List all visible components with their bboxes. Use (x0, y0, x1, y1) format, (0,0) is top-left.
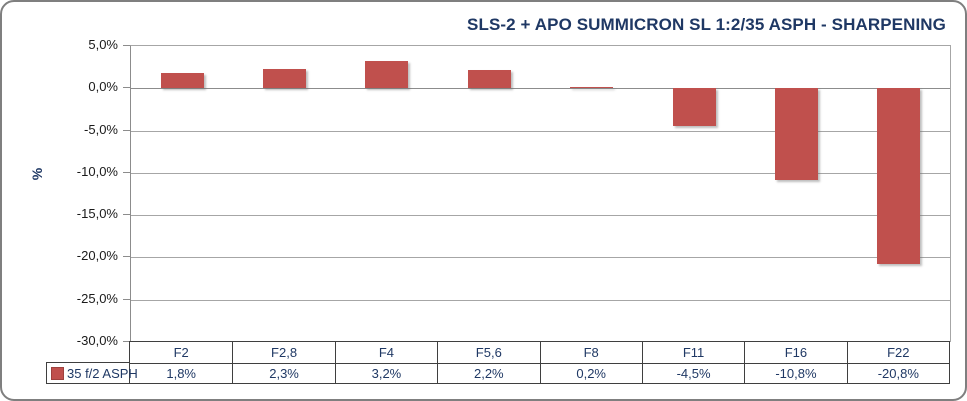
gridline (131, 257, 950, 258)
y-axis-tick (123, 256, 130, 257)
y-axis-tick-label: -5,0% (84, 122, 118, 137)
bar-F4 (365, 61, 409, 89)
value-cell: 3,2% (334, 363, 438, 383)
category-cell: F2,8 (232, 342, 334, 363)
y-axis-tick (123, 130, 130, 131)
y-axis-tick-label: -15,0% (76, 206, 118, 221)
y-axis-tick-label: 5,0% (88, 37, 118, 52)
gridline (131, 215, 950, 216)
category-cell: F8 (539, 342, 642, 363)
value-cell: -10,8% (744, 363, 847, 383)
chart-title: SLS-2 + APO SUMMICRON SL 1:2/35 ASPH - S… (467, 15, 946, 34)
bar-F16 (774, 88, 818, 180)
value-cell: 1,8% (130, 363, 233, 383)
y-axis-tick (123, 299, 130, 300)
gridline (131, 300, 950, 301)
y-axis-tick-label: -20,0% (76, 248, 118, 263)
bar-F11 (672, 88, 716, 127)
gridline (131, 173, 950, 174)
gridline (131, 131, 950, 132)
y-axis-tick (123, 172, 130, 173)
y-axis-tick-label: 0,0% (88, 79, 118, 94)
y-axis-title: % (29, 167, 45, 181)
legend-cell: 35 f/2 ASPH (46, 362, 138, 384)
data-table: F2 F2,8 F4 F5,6 F8 F11 F16 F22 1,8% 2,3% 3,2% 2,2% 0… (129, 341, 950, 384)
bar-F22 (877, 88, 921, 265)
y-axis-tick (123, 214, 130, 215)
value-cell: 0,2% (539, 363, 642, 383)
category-cell: F11 (641, 342, 744, 363)
category-cell: F2 (173, 345, 189, 360)
category-cell: F4 (334, 342, 437, 363)
y-axis-tick-label: -10,0% (76, 164, 118, 179)
bar-F5,6 (467, 69, 511, 89)
bar-F2,8 (263, 68, 307, 89)
value-cell: -20,8% (846, 363, 949, 383)
legend-series-swatch-icon (51, 366, 64, 380)
value-cell: 2,2% (437, 363, 540, 383)
bar-F8 (570, 86, 614, 89)
plot-area (130, 45, 951, 342)
y-axis-tick (123, 87, 130, 88)
y-axis-tick (123, 341, 130, 342)
bar-F2 (160, 73, 204, 89)
y-axis-tick (123, 45, 130, 46)
value-cell: -4,5% (641, 363, 745, 383)
category-cell: F5,6 (437, 342, 539, 363)
category-cell: F22 (846, 342, 949, 363)
category-cell: F16 (744, 342, 846, 363)
y-axis-tick-label: -25,0% (76, 291, 118, 306)
legend-series-label: 35 f/2 ASPH (67, 365, 138, 381)
y-axis-tick-label: -30,0% (76, 333, 118, 348)
zero-gridline (131, 88, 950, 89)
value-cell: 2,3% (232, 363, 335, 383)
